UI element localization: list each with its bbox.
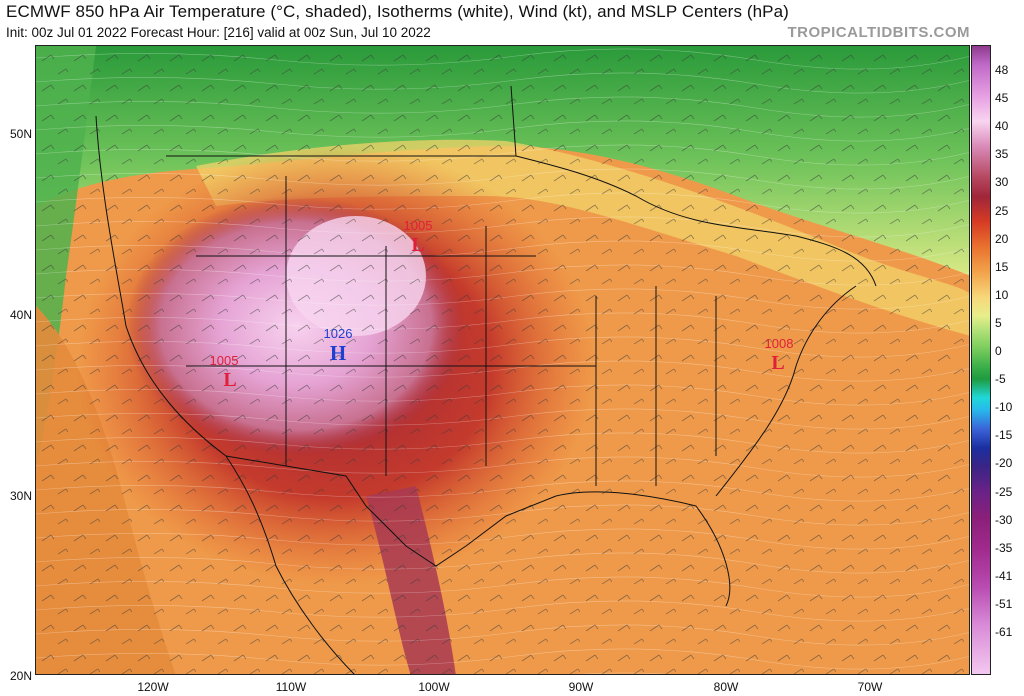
pressure-center-dakota-low[interactable]: 1005 L [404, 218, 433, 256]
lat-label-30n: 30N [9, 489, 32, 503]
colorbar-label: -51 [995, 596, 1013, 611]
colorbar-label: -15 [995, 428, 1013, 443]
colorbar-label: 40 [995, 119, 1009, 134]
political-boundaries [95, 85, 877, 674]
chart-title: ECMWF 850 hPa Air Temperature (°C, shade… [6, 2, 789, 21]
colorbar-label: 20 [995, 231, 1009, 246]
colorbar-label: -41 [995, 568, 1013, 583]
colorbar-label: -61 [995, 625, 1013, 639]
colorbar-label: -10 [995, 400, 1013, 415]
lat-label-20n: 20N [9, 669, 32, 683]
lon-label-90w: 90W [568, 680, 594, 694]
init-forecast-info: Init: 00z Jul 01 2022 Forecast Hour: [21… [6, 25, 431, 40]
colorbar-label: -35 [995, 540, 1013, 555]
lon-label-120w: 120W [137, 680, 169, 694]
colorbar-label: -5 [995, 372, 1006, 387]
colorbar-label: -30 [995, 512, 1013, 527]
colorbar-label: 0 [995, 344, 1002, 358]
pressure-center-atlantic-low[interactable]: 1008 L [765, 336, 794, 374]
high-symbol: H [330, 341, 346, 365]
colorbar-label: 25 [995, 203, 1009, 218]
pressure-value: 1005 [210, 353, 239, 368]
lon-label-110w: 110W [275, 680, 307, 694]
lat-label-40n: 40N [9, 308, 32, 322]
low-symbol: L [411, 234, 424, 256]
colorbar-label: 45 [995, 91, 1009, 106]
low-symbol: L [223, 369, 236, 391]
pressure-value: 1005 [404, 218, 433, 233]
pressure-center-colorado-high[interactable]: 1026 H [324, 326, 353, 365]
temperature-colorbar [971, 45, 991, 675]
weather-map[interactable]: 1005 L 1005 L 1026 H 1008 L [35, 45, 970, 675]
map-canvas: 1005 L 1005 L 1026 H 1008 L [36, 46, 969, 674]
lon-label-80w: 80W [713, 680, 739, 694]
colorbar-label: 5 [995, 315, 1002, 330]
pressure-center-nevada-low[interactable]: 1005 L [210, 353, 239, 391]
lon-label-100w: 100W [418, 680, 450, 694]
colorbar-label: -25 [995, 484, 1013, 499]
lon-label-70w: 70W [857, 680, 883, 694]
colorbar-label: 48 [995, 63, 1009, 77]
colorbar-label: 35 [995, 147, 1009, 162]
pressure-value: 1026 [324, 326, 353, 341]
colorbar-label: 30 [995, 175, 1009, 190]
colorbar-label: -20 [995, 456, 1013, 471]
colorbar-label: 15 [995, 259, 1009, 274]
lat-label-50n: 50N [9, 127, 32, 141]
colorbar-label: 10 [995, 287, 1009, 302]
pressure-value: 1008 [765, 336, 794, 351]
wind-barbs [36, 46, 969, 674]
brand-watermark: TROPICALTIDBITS.COM [787, 24, 970, 41]
low-symbol: L [771, 352, 784, 374]
